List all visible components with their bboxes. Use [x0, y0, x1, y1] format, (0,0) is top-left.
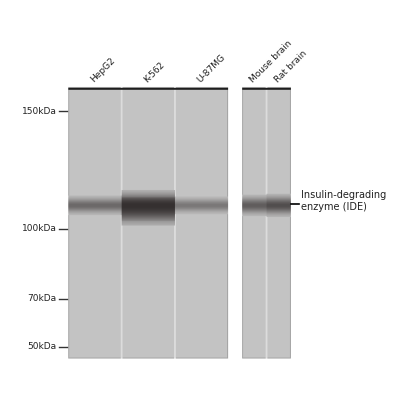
- Text: Rat brain: Rat brain: [272, 48, 308, 84]
- Text: K-562: K-562: [142, 60, 166, 84]
- Text: 150kDa: 150kDa: [22, 106, 56, 115]
- Text: HepG2: HepG2: [89, 56, 117, 84]
- Text: 70kDa: 70kDa: [27, 294, 56, 303]
- Text: Insulin-degrading: Insulin-degrading: [301, 190, 387, 200]
- Text: 100kDa: 100kDa: [22, 224, 56, 233]
- Text: Mouse brain: Mouse brain: [248, 38, 294, 84]
- Text: 50kDa: 50kDa: [27, 342, 56, 351]
- Text: U-87MG: U-87MG: [196, 52, 227, 84]
- Text: enzyme (IDE): enzyme (IDE): [301, 202, 367, 212]
